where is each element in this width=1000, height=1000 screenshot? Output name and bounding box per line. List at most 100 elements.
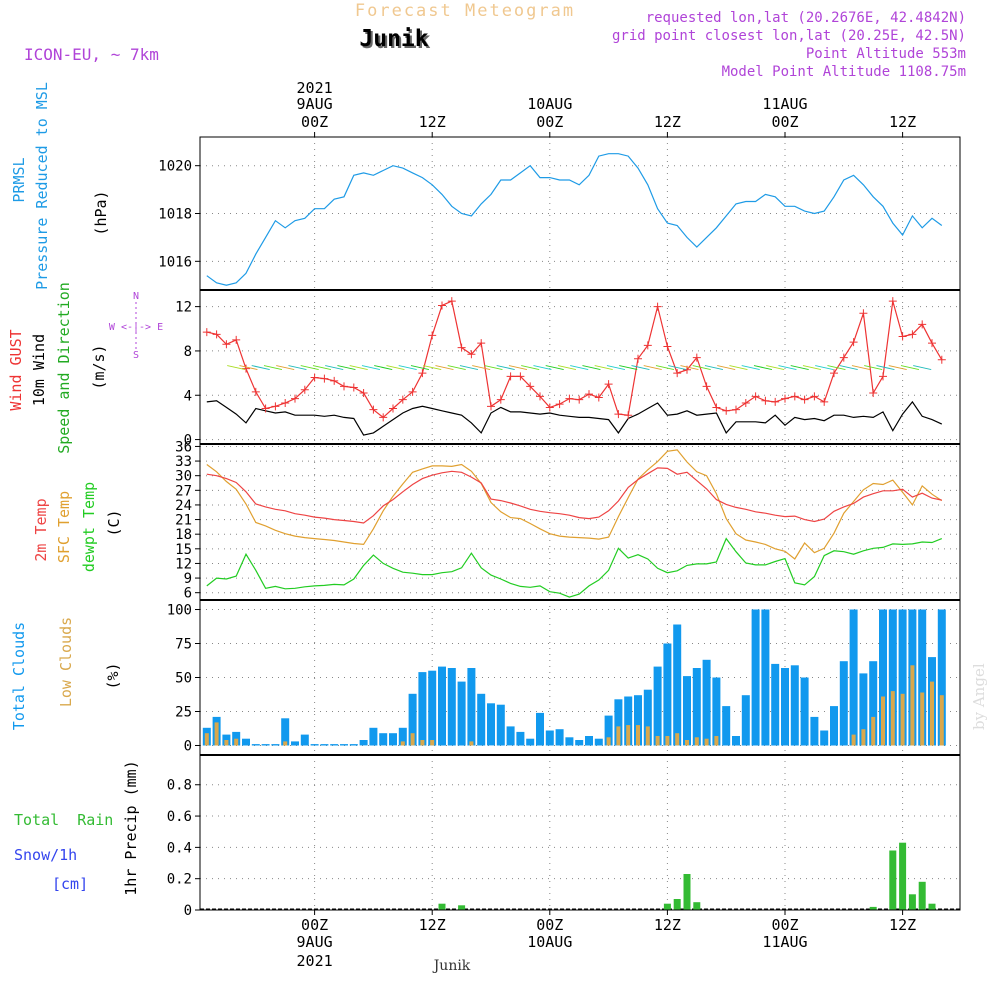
total-cloud-bar <box>702 659 711 746</box>
gust-marker <box>634 354 642 363</box>
wind-direction-arrow <box>876 365 895 371</box>
footer-location: Junik <box>432 958 471 974</box>
y-tick-label: 0.8 <box>167 778 192 794</box>
total-cloud-bar <box>330 744 339 746</box>
total-cloud-bar <box>683 676 691 746</box>
pressure-unit: (hPa) <box>92 190 110 235</box>
gust-marker <box>389 404 397 413</box>
total-cloud-bar <box>820 730 829 746</box>
total-cloud-bar <box>477 693 486 746</box>
gust-marker <box>222 340 231 349</box>
rain-bar <box>458 905 466 910</box>
wind-direction-arrow <box>790 365 809 371</box>
low-cloud-bar <box>881 696 885 746</box>
y-tick-label: 12 <box>175 556 192 572</box>
wind-direction-arrow <box>312 365 332 371</box>
wind-direction-arrow <box>239 365 258 371</box>
total-cloud-bar <box>712 677 721 746</box>
wind-direction-arrow <box>410 365 430 371</box>
gust-marker <box>928 339 936 348</box>
y-tick-label: 21 <box>175 513 192 529</box>
model-altitude: Model Point Altitude 1108.75m <box>722 64 966 80</box>
low-cloud-bar <box>685 740 689 746</box>
temp-2m-label: 2m Temp <box>32 498 50 561</box>
rain-bar <box>899 842 907 910</box>
pressure-line <box>206 153 943 286</box>
pressure-label-prmsl: PRMSL <box>10 157 28 202</box>
wind-direction-arrow <box>655 365 675 371</box>
total-cloud-bar <box>428 670 437 746</box>
gust-marker <box>722 406 731 415</box>
low-cloud-bar <box>890 691 895 746</box>
low-cloud-bar <box>283 741 288 746</box>
y-tick-label: 18 <box>175 527 192 543</box>
total-cloud-bar <box>320 744 329 746</box>
gust-marker <box>741 399 750 408</box>
total-cloud-bar <box>300 734 309 746</box>
wind-direction-arrow <box>753 365 773 371</box>
y-tick-label: 6 <box>184 586 192 602</box>
model-label: ICON-EU, ~ 7km <box>24 45 159 64</box>
rain-bar <box>438 903 446 910</box>
temp-2m-line <box>206 467 942 524</box>
total-cloud-bar <box>594 738 603 746</box>
wind-direction-arrow <box>729 365 748 371</box>
gust-marker <box>614 410 623 419</box>
watermark: by Angel <box>970 663 988 730</box>
wind-direction-arrow <box>325 365 344 371</box>
wind-direction-arrow <box>263 365 283 371</box>
total-cloud-bar <box>487 703 495 746</box>
time-label-bottom: 00Z <box>536 916 563 934</box>
total-cloud-bar <box>349 744 358 746</box>
y-tick-label: 1018 <box>158 207 192 223</box>
total-cloud-bar <box>898 609 907 746</box>
snow-label: Snow/1h <box>14 846 77 864</box>
time-label-top: 12Z <box>889 113 916 131</box>
y-tick-label: 1020 <box>158 159 192 175</box>
rain-bar <box>908 894 916 910</box>
low-cloud-bar <box>626 725 631 746</box>
gust-marker <box>310 373 319 382</box>
gust-marker <box>428 331 437 340</box>
low-cloud-bar <box>900 693 905 746</box>
gust-marker <box>271 402 280 411</box>
wind-direction-arrow <box>521 365 540 371</box>
total-clouds-label: Total Clouds <box>10 622 28 730</box>
time-label-top: 11AUG <box>762 95 807 113</box>
y-tick-label: 27 <box>175 483 192 499</box>
gust-marker <box>300 385 309 394</box>
time-label-bottom: 12Z <box>654 916 681 934</box>
gust-marker <box>888 297 897 306</box>
wind-direction-arrow <box>276 365 295 371</box>
y-tick-label: 15 <box>175 542 192 558</box>
gust-marker <box>477 339 486 348</box>
total-cloud-bar <box>281 718 290 746</box>
gust-marker <box>820 397 829 406</box>
y-tick-label: 8 <box>184 344 192 360</box>
total-cloud-bar <box>585 736 593 746</box>
data-layer <box>200 153 960 910</box>
low-cloud-bar <box>224 740 229 746</box>
total-cloud-bar <box>673 624 682 746</box>
gust-marker <box>369 405 378 414</box>
low-cloud-bar <box>939 695 944 746</box>
wind-direction-arrow <box>435 365 454 371</box>
gust-marker <box>585 390 593 399</box>
total-cloud-bar <box>467 668 476 746</box>
wind-direction-arrow <box>300 365 319 371</box>
low-cloud-bar <box>655 736 660 746</box>
gust-marker <box>575 395 584 404</box>
time-label-bottom: 12Z <box>419 916 446 934</box>
gust-marker <box>467 350 476 359</box>
total-cloud-bar <box>810 716 819 746</box>
time-label-top: 00Z <box>536 113 563 131</box>
gust-marker <box>732 405 740 414</box>
temp-panel-frame <box>199 443 961 601</box>
y-tick-label: 0 <box>184 738 192 754</box>
dewpt-line <box>206 537 943 598</box>
rain-bar <box>918 881 926 910</box>
gust-marker <box>506 372 515 381</box>
low-cloud-bar <box>714 736 719 746</box>
total-cloud-bar <box>575 740 584 746</box>
